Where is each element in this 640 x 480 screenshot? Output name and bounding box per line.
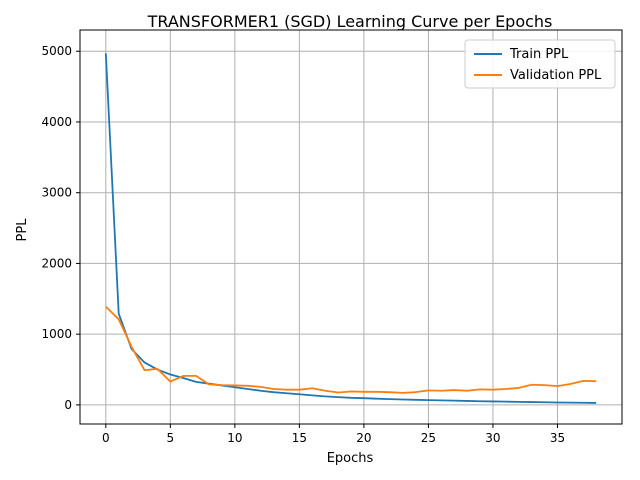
series-layer — [104, 53, 597, 404]
x-tick-label: 35 — [550, 431, 565, 445]
legend-box — [464, 39, 616, 89]
chart-title: TRANSFORMER1 (SGD) Learning Curve per Ep… — [147, 12, 553, 31]
x-tick-label: 5 — [167, 431, 175, 445]
legend: Train PPL Validation PPL — [464, 39, 616, 89]
x-tick-label: 10 — [227, 431, 242, 445]
y-tick-label: 5000 — [41, 44, 72, 58]
x-tick-label: 25 — [421, 431, 436, 445]
grid-layer — [80, 30, 622, 424]
y-tick-label: 1000 — [41, 327, 72, 341]
x-tick-label: 20 — [356, 431, 371, 445]
y-tick-label: 4000 — [41, 115, 72, 129]
y-tick-label: 2000 — [41, 256, 72, 270]
y-tick-label: 0 — [64, 398, 72, 412]
legend-label-train: Train PPL — [509, 47, 569, 62]
legend-label-validation: Validation PPL — [510, 68, 602, 83]
series-line-validation — [105, 305, 597, 394]
x-tick-label: 30 — [485, 431, 500, 445]
x-tick-label: 0 — [102, 431, 110, 445]
series-line-train — [104, 53, 597, 404]
x-axis-label: Epochs — [327, 451, 374, 466]
tick-layer: 0 5 10 15 20 25 30 35 0 1000 2000 3000 4000 5000 — [41, 44, 565, 445]
x-tick-label: 15 — [292, 431, 307, 445]
plot-frame — [79, 29, 623, 425]
y-tick-label: 3000 — [41, 186, 72, 200]
y-axis-label: PPL — [15, 218, 30, 242]
